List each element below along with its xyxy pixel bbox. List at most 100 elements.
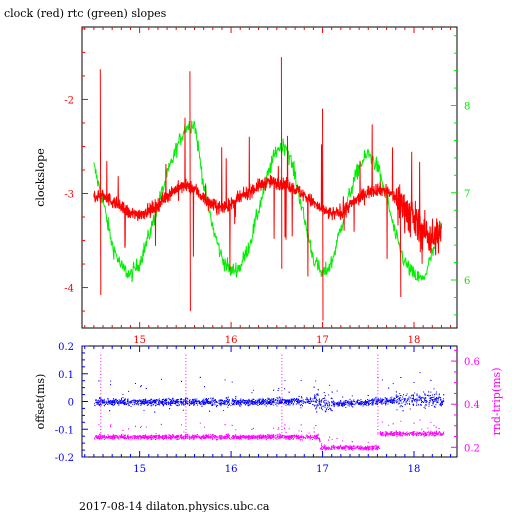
roundtrip-point [317, 433, 319, 435]
offset-point [443, 400, 445, 402]
offset-point [150, 399, 152, 401]
roundtrip-point [286, 435, 288, 437]
roundtrip-point [359, 448, 361, 450]
roundtrip-point [334, 447, 336, 449]
offset-point [290, 399, 292, 401]
offset-point [348, 403, 350, 404]
offset-point [307, 401, 309, 403]
offset-point [165, 403, 167, 404]
offset-point [232, 402, 234, 404]
roundtrip-point [273, 435, 275, 437]
offset-point [280, 402, 282, 404]
roundtrip-point [333, 446, 334, 448]
roundtrip-point [124, 434, 126, 436]
offset-point [176, 401, 178, 403]
offset-point [102, 399, 104, 401]
roundtrip-point [424, 431, 426, 433]
offset-point [108, 400, 110, 402]
offset-point [212, 404, 214, 406]
offset-point [252, 401, 254, 403]
offset-point [237, 402, 239, 404]
roundtrip-point [100, 434, 102, 436]
offset-point [241, 400, 243, 402]
roundtrip-point [135, 435, 137, 437]
offset-point [233, 403, 235, 405]
offset-point [161, 401, 163, 403]
offset-point [126, 400, 128, 402]
offset-point [424, 407, 426, 409]
offset-point [306, 402, 308, 403]
roundtrip-point [386, 431, 388, 433]
offset-point [282, 399, 284, 401]
roundtrip-point [318, 437, 320, 439]
roundtrip-point [392, 434, 394, 435]
offset-point [373, 400, 375, 402]
offset-point [390, 402, 392, 403]
offset-point [323, 401, 325, 403]
offset-point [400, 400, 402, 402]
roundtrip-point [330, 445, 332, 447]
roundtrip-point [356, 447, 358, 449]
roundtrip-point [150, 435, 152, 437]
roundtrip-point [313, 427, 315, 429]
roundtrip-point [186, 437, 188, 439]
offset-point [289, 401, 291, 403]
roundtrip-point [241, 438, 242, 440]
offset-point [281, 401, 283, 403]
offset-point [425, 404, 427, 406]
offset-point [171, 402, 173, 404]
offset-point [101, 404, 103, 406]
offset-point [166, 399, 168, 401]
roundtrip-point [97, 437, 99, 439]
offset-point [220, 400, 221, 402]
offset-point [440, 405, 442, 407]
offset-point [200, 401, 202, 402]
roundtrip-point [232, 435, 234, 437]
offset-point [425, 399, 427, 401]
offset-point [266, 400, 268, 402]
roundtrip-point [434, 433, 436, 435]
roundtrip-point [155, 439, 156, 440]
offset-point [175, 399, 177, 401]
offset-point [391, 398, 392, 400]
offset-point [260, 402, 262, 403]
roundtrip-point [181, 424, 182, 426]
roundtrip-point [285, 437, 287, 439]
offset-point [285, 400, 287, 402]
offset-point [151, 404, 153, 406]
offset-point [367, 395, 369, 396]
roundtrip-point [248, 437, 250, 439]
offset-point [308, 399, 309, 401]
roundtrip-point [191, 437, 193, 439]
roundtrip-point [385, 433, 387, 435]
offset-point [357, 399, 359, 401]
roundtrip-point [367, 445, 369, 447]
roundtrip-point [289, 435, 291, 437]
offset-point [441, 404, 443, 405]
offset-point [310, 399, 311, 400]
roundtrip-point [353, 446, 355, 447]
offset-point [198, 402, 200, 404]
roundtrip-point [276, 439, 278, 441]
offset-point [432, 396, 434, 398]
offset-point [223, 400, 225, 402]
offset-point [381, 400, 383, 402]
offset-point [104, 404, 106, 405]
roundtrip-point [142, 437, 144, 439]
roundtrip-point [153, 438, 155, 440]
offset-point [307, 398, 309, 400]
roundtrip-point [103, 438, 105, 440]
offset-point [219, 404, 221, 406]
offset-point [226, 400, 228, 402]
roundtrip-point [256, 435, 258, 437]
roundtrip-point [128, 437, 130, 439]
offset-point [177, 399, 179, 400]
roundtrip-point [140, 437, 142, 439]
roundtrip-point [132, 438, 134, 440]
offset-point [144, 402, 146, 404]
offset-point [338, 404, 340, 406]
offset-point [386, 399, 388, 401]
offset-point [391, 402, 393, 404]
offset-point [405, 402, 407, 404]
roundtrip-point [290, 435, 292, 436]
